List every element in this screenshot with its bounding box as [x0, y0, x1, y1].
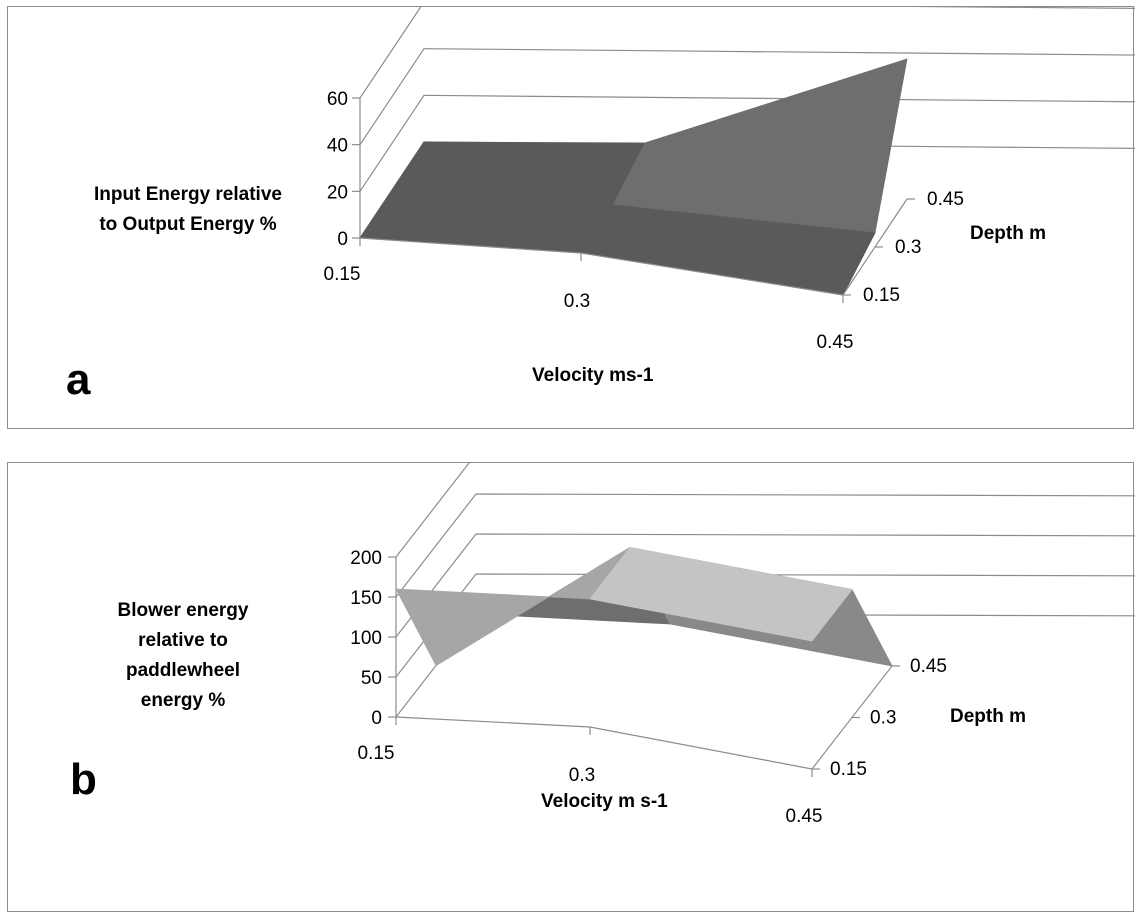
y-tick-label: 150 — [350, 588, 382, 609]
chart-panel-b: 0 50 100 150 200 0.15 0.3 0.45 0.15 0.3 0.45 Blowe… — [7, 462, 1134, 912]
gridline — [396, 463, 1135, 557]
x-axis-line — [396, 717, 812, 769]
depth-tick-label: 0.15 — [830, 759, 867, 780]
surface-patch — [613, 59, 907, 233]
y-tick-label: 40 — [327, 136, 348, 157]
x-tick-label: 0.15 — [324, 264, 361, 285]
panel-letter-a: a — [66, 355, 90, 405]
y-tick-label: 0 — [371, 708, 382, 729]
depth-tick-label: 0.45 — [927, 189, 964, 210]
y-axis-title-a: Input Energy relative to Output Energy % — [88, 180, 288, 240]
y-tick-label: 60 — [327, 89, 348, 110]
y-tick-label: 50 — [361, 668, 382, 689]
depth-tick-label: 0.3 — [895, 237, 921, 258]
y-tick-label: 20 — [327, 182, 348, 203]
y-tick-label: 0 — [337, 229, 348, 250]
depth-tick-label: 0.45 — [910, 656, 947, 677]
x-axis-title-a: Velocity ms-1 — [532, 365, 653, 387]
x-tick-label: 0.3 — [569, 765, 595, 786]
y-axis-title-b: Blower energy relative to paddlewheel en… — [108, 596, 258, 716]
x-tick-label: 0.45 — [786, 806, 823, 827]
y-tick-label: 100 — [350, 628, 382, 649]
x-tick-label: 0.45 — [817, 332, 854, 353]
gridline — [360, 7, 1135, 98]
y-tick-label: 200 — [350, 548, 382, 569]
depth-axis-title-a: Depth m — [970, 223, 1046, 245]
chart-panel-a: 0 20 40 60 0.15 0.3 0.45 0.15 0.3 0.45 Input Ener… — [7, 6, 1134, 429]
depth-tick-label: 0.3 — [870, 708, 896, 729]
panel-letter-b: b — [70, 755, 97, 805]
x-tick-label: 0.15 — [358, 743, 395, 764]
x-tick-label: 0.3 — [564, 291, 590, 312]
x-axis-title-b: Velocity m s-1 — [541, 791, 668, 813]
depth-tick-label: 0.15 — [863, 285, 900, 306]
depth-axis-title-b: Depth m — [950, 706, 1026, 728]
